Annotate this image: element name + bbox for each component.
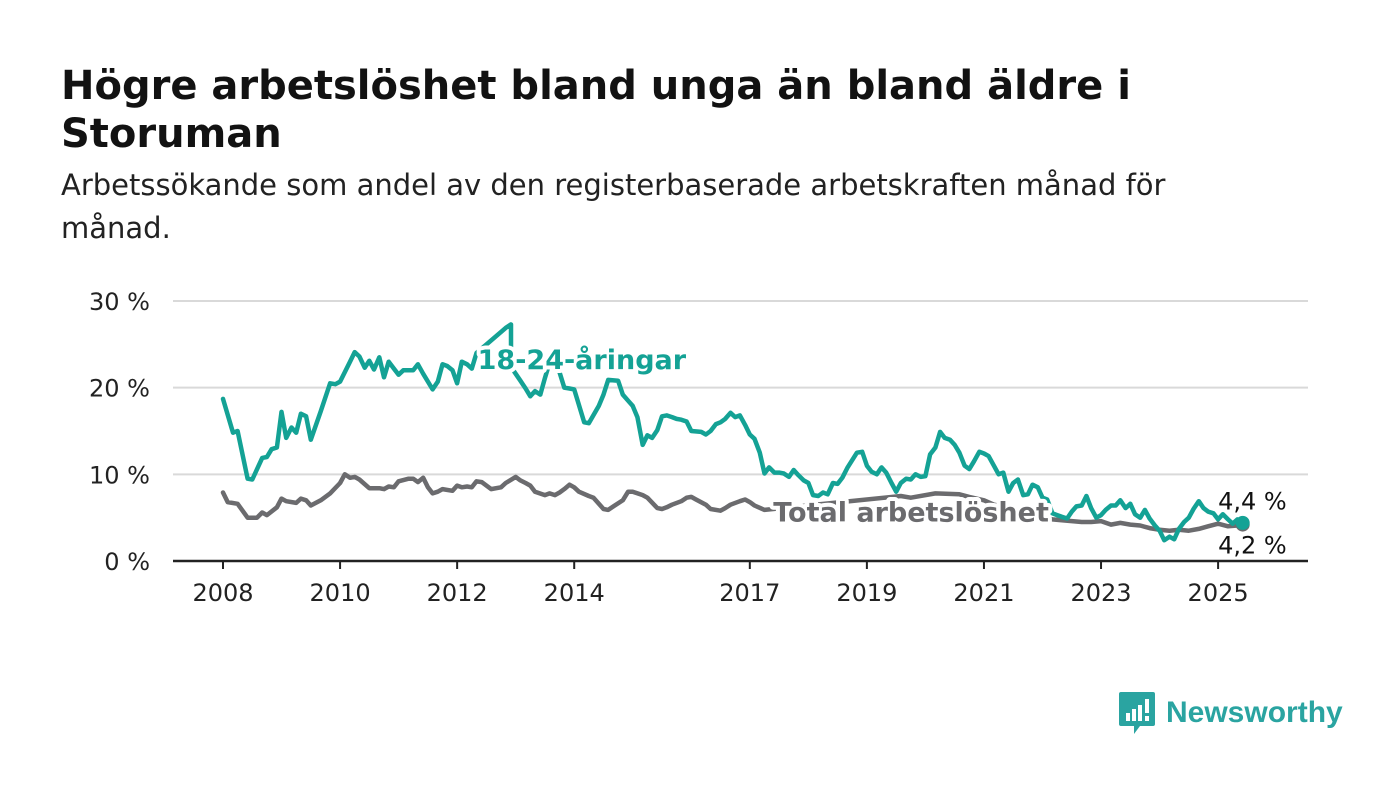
series-labels: 18-24-åringar Total arbetslöshet 4,4 % 4,2 …	[474, 340, 1290, 563]
series-line-18-24	[220, 322, 1245, 543]
x-tick-label: 2019	[836, 579, 897, 607]
bar-chart-speech-bubble-icon	[1119, 692, 1155, 734]
x-tick-label: 2014	[544, 579, 605, 607]
series-lines	[220, 322, 1250, 543]
y-axis-tick-labels: 0 % 10 % 20 % 30 %	[89, 288, 150, 576]
x-tick-label: 2012	[427, 579, 488, 607]
series-end-point	[1235, 515, 1250, 530]
x-tick-label: 2025	[1188, 579, 1249, 607]
x-tick-label: 2017	[719, 579, 780, 607]
x-tick-label: 2021	[953, 579, 1014, 607]
end-value-label: 4,2 %	[1218, 532, 1287, 560]
y-tick-label: 30 %	[89, 288, 150, 316]
series-label: Total arbetslöshet	[773, 497, 1049, 528]
x-tick-label: 2008	[192, 579, 253, 607]
y-tick-label: 0 %	[104, 548, 150, 576]
y-tick-label: 10 %	[89, 461, 150, 489]
x-axis-tick-labels: 2008 2010 2012 2014 2017 2019 2021 2023 2025	[192, 561, 1249, 607]
chart-title: Högre arbetslöshet bland unga än bland ä…	[61, 63, 1131, 157]
end-value-label: 4,4 %	[1218, 487, 1287, 515]
x-tick-label: 2010	[310, 579, 371, 607]
x-tick-label: 2023	[1070, 579, 1131, 607]
y-tick-label: 20 %	[89, 375, 150, 403]
newsworthy-logo[interactable]: Newsworthy	[1118, 690, 1343, 736]
series-label: 18-24-åringar	[478, 344, 687, 376]
brand-name: Newsworthy	[1166, 696, 1343, 729]
chart-subtitle: Arbetssökande som andel av den registerb…	[61, 168, 1166, 245]
gridlines	[173, 300, 1308, 563]
series-line-total	[220, 472, 1245, 533]
